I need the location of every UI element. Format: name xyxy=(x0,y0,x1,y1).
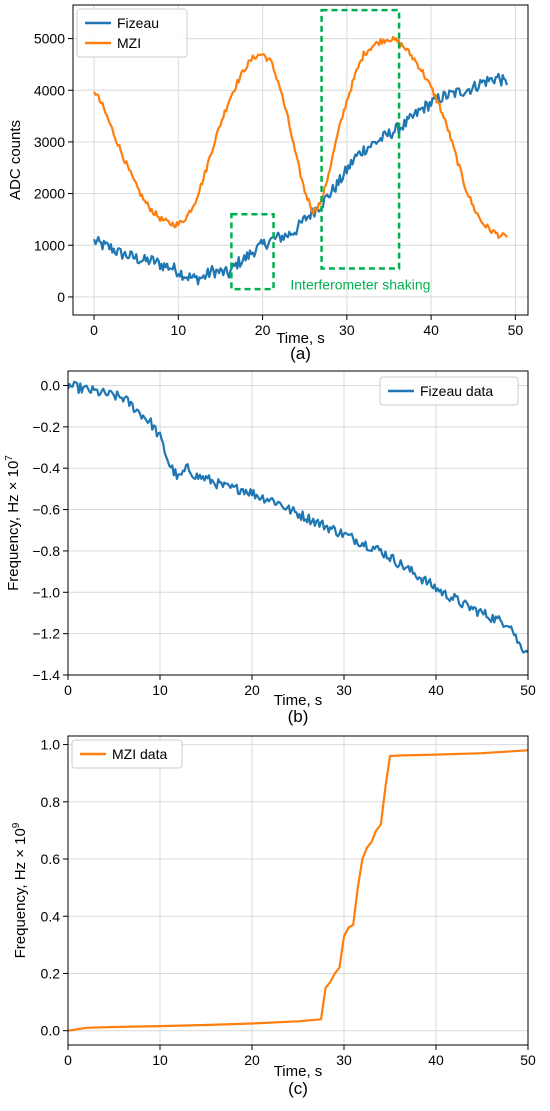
chart-panel-b: 0 10 20 30 40 50 0.0 −0.2 −0.4 −0.6 −0.8 −1.0 −1.2 −1… xyxy=(4,370,536,726)
x-tick-label: 10 xyxy=(152,682,168,698)
x-tick-label: 40 xyxy=(428,682,444,698)
y-axis-label-text: ADC counts xyxy=(7,120,24,200)
plot-frame xyxy=(67,370,529,676)
y-tick-label: 1.0 xyxy=(41,737,61,753)
series-line-mzi-data xyxy=(68,749,528,1032)
y-tick-label: 0.4 xyxy=(41,908,61,924)
y-axis-label-exponent: 7 xyxy=(4,455,15,461)
legend: Fizeau data xyxy=(379,376,519,406)
y-tick-label: 0 xyxy=(57,289,65,305)
legend-box xyxy=(71,739,183,769)
x-tick-label: 10 xyxy=(152,1052,168,1068)
x-tick-label: 50 xyxy=(520,682,536,698)
y-tick-label: 5000 xyxy=(34,31,65,47)
y-axis-label: Frequency, Hz × 107 xyxy=(4,455,22,591)
y-tick-label: −1.2 xyxy=(32,626,60,642)
annotation-text: Interferometer shaking xyxy=(290,277,430,293)
y-tick-label: −0.8 xyxy=(32,543,60,559)
legend: MZI data xyxy=(71,739,183,769)
y-tick-label: −1.0 xyxy=(32,584,60,600)
x-tick-label: 0 xyxy=(64,682,72,698)
x-tick-label: 50 xyxy=(520,1052,536,1068)
x-tick-label: 20 xyxy=(244,682,260,698)
y-tick-label: 0.2 xyxy=(41,965,61,981)
x-axis-label: Time, s xyxy=(274,1063,323,1080)
y-tick-label: 1000 xyxy=(34,237,65,253)
legend: Fizeau MZI xyxy=(76,8,188,58)
y-tick-label: 4000 xyxy=(34,82,65,98)
panel-label: (c) xyxy=(288,1079,308,1098)
legend-label: Fizeau data xyxy=(420,383,493,399)
x-axis-label: Time, s xyxy=(274,692,323,709)
y-axis-label-exponent: 9 xyxy=(11,822,22,828)
panel-label: (a) xyxy=(290,344,311,363)
legend-label: MZI xyxy=(117,35,141,51)
y-tick-label: −1.4 xyxy=(32,667,60,683)
chart-panel-c: 0 10 20 30 40 50 0.0 0.2 0.4 0.6 0.8 1.0 Time, s(c) F… xyxy=(11,735,536,1098)
y-axis-label: Frequency, Hz × 109 xyxy=(11,822,29,958)
x-tick-label: 30 xyxy=(336,1052,352,1068)
annotation-box-small xyxy=(230,213,275,291)
annotation-box-large xyxy=(320,8,401,270)
x-tick-label: 30 xyxy=(336,682,352,698)
y-tick-label: 0.6 xyxy=(41,851,61,867)
y-tick-label: −0.2 xyxy=(32,419,60,435)
y-tick-label: −0.6 xyxy=(32,502,60,518)
y-axis-label: ADC counts xyxy=(7,120,24,200)
y-tick-label: 3000 xyxy=(34,134,65,150)
legend-label: MZI data xyxy=(112,746,167,762)
panel-label: (b) xyxy=(288,707,309,726)
chart-panel-a: Interferometer shaking 0 10 20 30 40 50 0 1000 20… xyxy=(7,4,529,363)
series-line-fizeau xyxy=(93,72,508,286)
legend-box xyxy=(379,376,519,406)
legend-box xyxy=(76,8,188,58)
x-tick-label: 50 xyxy=(508,322,524,338)
x-tick-label: 30 xyxy=(339,322,355,338)
y-tick-label: 0.0 xyxy=(41,377,61,393)
y-tick-label: −0.4 xyxy=(32,460,60,476)
y-axis-label-text: Frequency, Hz × 10 xyxy=(12,828,29,958)
x-tick-label: 10 xyxy=(171,322,187,338)
x-tick-label: 0 xyxy=(90,322,98,338)
y-axis-label-text: Frequency, Hz × 10 xyxy=(5,461,22,591)
x-tick-label: 40 xyxy=(428,1052,444,1068)
legend-label: Fizeau xyxy=(117,15,159,31)
y-tick-label: 0.0 xyxy=(41,1023,61,1039)
x-tick-label: 0 xyxy=(64,1052,72,1068)
x-tick-label: 40 xyxy=(423,322,439,338)
plot-frame xyxy=(67,735,529,1046)
x-tick-label: 20 xyxy=(244,1052,260,1068)
x-axis-label: Time, s xyxy=(276,330,325,347)
y-tick-label: 2000 xyxy=(34,186,65,202)
series-line-fizeau-data xyxy=(68,380,528,654)
x-tick-label: 20 xyxy=(255,322,271,338)
plot-frame xyxy=(72,4,529,316)
series-line-mzi xyxy=(93,35,508,240)
y-tick-label: 0.8 xyxy=(41,794,61,810)
